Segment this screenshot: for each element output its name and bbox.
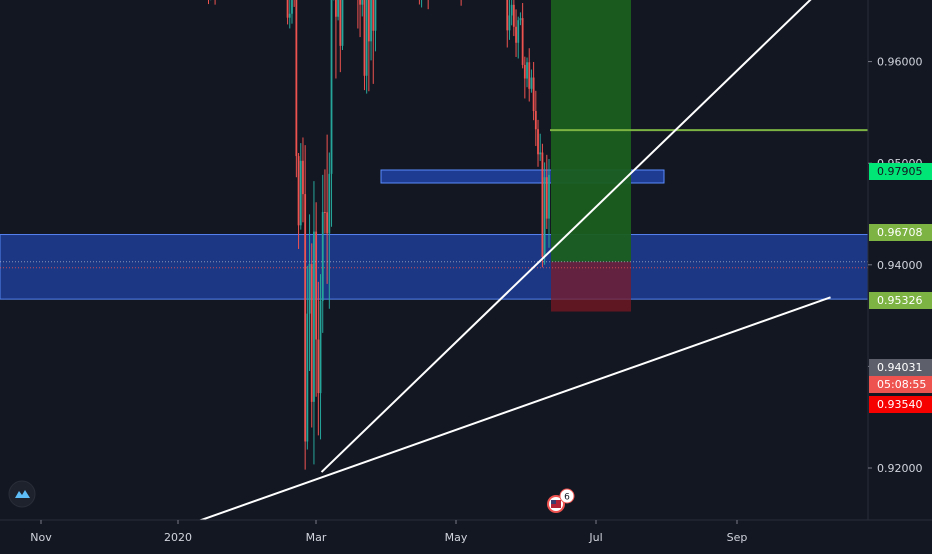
candle-body xyxy=(532,77,535,112)
price-tag-label-tp1: 0.95326 xyxy=(877,294,923,307)
candle-body xyxy=(510,4,513,16)
candle-body xyxy=(359,0,361,5)
candle-body xyxy=(543,177,546,257)
candle-body xyxy=(339,0,342,46)
time-tick-label: Sep xyxy=(727,531,748,544)
time-tick-label: Jul xyxy=(588,531,602,544)
candle-body xyxy=(315,231,318,340)
candle-body xyxy=(530,77,533,89)
candle-body xyxy=(539,152,542,155)
candle-body xyxy=(304,194,307,442)
price-tag-tp3 xyxy=(869,163,932,180)
trendline-2[interactable] xyxy=(320,0,831,473)
candle-body xyxy=(519,18,522,21)
trendlines-layer[interactable] xyxy=(41,0,831,550)
candle-body xyxy=(372,0,375,31)
price-tag-tp1 xyxy=(869,292,932,309)
candle-body xyxy=(537,129,539,155)
candle-body xyxy=(374,0,377,31)
candles-layer xyxy=(207,0,550,470)
price-tag-last xyxy=(869,359,932,376)
candle-body xyxy=(361,0,364,5)
trendline-1[interactable] xyxy=(41,296,831,550)
candle-body xyxy=(313,231,315,402)
candle-body xyxy=(297,156,300,226)
tradingview-logo-icon[interactable] xyxy=(8,480,36,508)
candle-body xyxy=(310,264,313,402)
candle-body xyxy=(324,212,326,214)
us-flag-event-icon[interactable]: 6 xyxy=(547,488,575,513)
price-tag-label-tp2: 0.96708 xyxy=(877,226,923,239)
candle-body xyxy=(548,174,550,219)
event-badge xyxy=(559,488,575,504)
candle-body xyxy=(288,13,291,18)
candle-body xyxy=(526,62,528,79)
time-tick-label: May xyxy=(445,531,468,544)
price-tags: 0.97905 0.96708 0.95326 0.94031 05:08:55 0.93… xyxy=(869,163,932,413)
price-tag-tp2 xyxy=(869,224,932,241)
candle-body xyxy=(321,212,324,301)
candle-body xyxy=(335,0,337,17)
candle-body xyxy=(521,18,524,65)
candle-body xyxy=(317,339,320,394)
price-tag-label-stop: 0.93540 xyxy=(877,398,923,411)
candle-body xyxy=(365,0,368,76)
event-badge-count: 6 xyxy=(564,493,570,503)
candle-body xyxy=(370,0,372,42)
candle-body xyxy=(306,313,309,442)
candle-body xyxy=(295,0,298,157)
time-tick-label: Mar xyxy=(306,531,327,544)
price-tag-label-countdown: 05:08:55 xyxy=(877,378,926,391)
candle-body xyxy=(299,160,302,226)
price-tag-label-tp3: 0.97905 xyxy=(877,165,923,178)
plot-area[interactable] xyxy=(0,0,868,550)
candle-body xyxy=(291,0,293,14)
candle-body xyxy=(363,0,366,76)
candle-body xyxy=(541,152,544,257)
price-tag-countdown xyxy=(869,376,932,393)
flag-canton xyxy=(551,500,556,504)
candle-body xyxy=(319,300,322,394)
candle-body xyxy=(534,111,537,130)
price-tag-label-last: 0.94031 xyxy=(877,361,923,374)
candle-body xyxy=(286,0,289,18)
candle-body xyxy=(512,4,515,27)
time-tick-label: Nov xyxy=(30,531,52,544)
candle-body xyxy=(367,0,370,42)
candle-body xyxy=(528,62,531,89)
price-tick-label: 0.96000 xyxy=(877,56,923,69)
candle-body xyxy=(328,173,331,234)
price-tick-label: 0.92000 xyxy=(877,462,923,475)
candle-body xyxy=(341,0,344,46)
support-zone[interactable] xyxy=(0,234,868,300)
price-tick-label: 0.94000 xyxy=(877,259,923,272)
candle-body xyxy=(308,264,311,314)
position-stop-zone[interactable] xyxy=(551,261,631,312)
candle-body xyxy=(523,64,526,79)
time-tick-label: 2020 xyxy=(164,531,192,544)
candle-body xyxy=(506,0,509,31)
candle-body xyxy=(517,20,520,43)
position-layer[interactable] xyxy=(0,0,868,312)
price-tag-stop xyxy=(869,396,932,413)
zones-layer xyxy=(0,169,868,300)
candle-body xyxy=(508,15,511,31)
candle-body xyxy=(515,26,517,43)
time-axis[interactable]: Nov 2020 Mar May Jul Sep xyxy=(30,520,747,544)
candle-body xyxy=(337,0,340,17)
candle-body xyxy=(326,212,329,234)
candle-body xyxy=(302,160,304,195)
candle-body xyxy=(545,177,548,219)
candle-body xyxy=(330,0,333,174)
